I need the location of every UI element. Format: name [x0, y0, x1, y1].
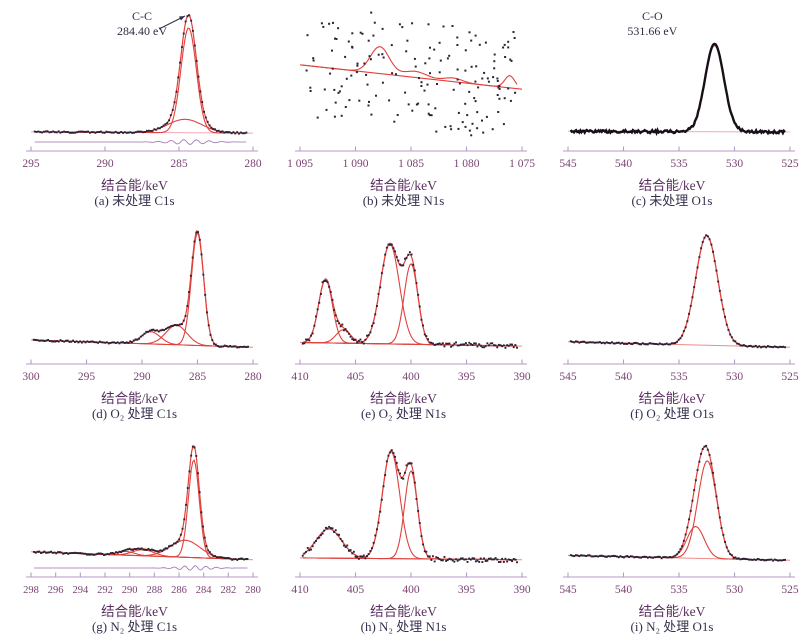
svg-text:280: 280 [244, 371, 262, 383]
svg-text:280: 280 [244, 158, 262, 170]
x-axis-label: 结合能/keV [101, 391, 168, 406]
plot-canvas-h: 410 405 400 395 390 [291, 449, 531, 596]
plot-canvas-b: 1 095 1 090 1 085 1 080 1 075 [287, 11, 535, 170]
x-axis-label: 结合能/keV [370, 604, 437, 619]
svg-text:535: 535 [670, 371, 688, 383]
svg-text:290: 290 [133, 371, 151, 383]
x-axis-label: 结合能/keV [638, 604, 706, 619]
svg-text:540: 540 [615, 371, 633, 383]
subplot-caption: (c) 未处理 O1s [631, 193, 713, 208]
subplot-i-n2-treated-o1s: 545 540 535 530 525 结合能/keV (i) N₂ 处理 O1s [538, 426, 806, 640]
x-axis-label: 结合能/keV [101, 178, 168, 193]
subplot-caption: (g) N₂ 处理 C1s [91, 619, 178, 634]
peak-annotation: 531.66 eV [627, 24, 677, 38]
svg-text:535: 535 [670, 584, 688, 596]
subplot-caption: (b) 未处理 N1s [362, 193, 445, 208]
svg-text:294: 294 [72, 585, 89, 596]
svg-text:545: 545 [559, 158, 577, 170]
plot-canvas-f: 545 540 535 530 525 [559, 234, 799, 383]
svg-text:1 095: 1 095 [287, 158, 313, 170]
svg-text:280: 280 [245, 585, 261, 596]
svg-text:295: 295 [22, 158, 40, 170]
svg-text:290: 290 [96, 158, 114, 170]
svg-text:285: 285 [170, 158, 188, 170]
svg-text:530: 530 [726, 158, 744, 170]
subplot-caption: (a) 未处理 C1s [94, 193, 175, 208]
svg-text:1 075: 1 075 [509, 158, 535, 170]
subplot-a-untreated-c1s: 295 290 285 280 C-C 284.40 eV 结合能/keV (a) 未处理… [0, 0, 269, 213]
svg-text:288: 288 [146, 585, 162, 596]
svg-text:525: 525 [781, 158, 799, 170]
svg-text:298: 298 [23, 585, 39, 596]
svg-text:290: 290 [121, 585, 137, 596]
svg-text:535: 535 [670, 158, 688, 170]
subplot-f-o2-treated-o1s: 545 540 535 530 525 结合能/keV (f) O₂ 处理 O1s [538, 213, 806, 426]
svg-text:530: 530 [726, 584, 744, 596]
subplot-caption: (e) O₂ 处理 N1s [360, 406, 447, 421]
svg-text:284: 284 [195, 585, 212, 596]
svg-text:295: 295 [77, 371, 95, 383]
svg-text:400: 400 [402, 584, 420, 596]
svg-text:525: 525 [781, 371, 799, 383]
svg-text:296: 296 [47, 585, 63, 596]
svg-text:282: 282 [220, 585, 236, 596]
peak-annotation: C-C [131, 9, 151, 23]
plot-canvas-i: 545 540 535 530 525 [559, 444, 799, 596]
svg-text:540: 540 [615, 584, 633, 596]
svg-text:410: 410 [291, 371, 309, 383]
subplot-b-untreated-n1s: 1 095 1 090 1 085 1 080 1 075 结合能/keV (b) 未处… [269, 0, 538, 213]
subplot-h-n2-treated-n1s: 410 405 400 395 390 结合能/keV (h) N₂ 处理 N1s [269, 426, 538, 640]
svg-text:545: 545 [559, 371, 577, 383]
x-axis-label: 结合能/keV [638, 178, 706, 193]
peak-annotation: 284.40 eV [117, 24, 167, 38]
svg-text:390: 390 [513, 584, 531, 596]
x-axis-label: 结合能/keV [370, 391, 437, 406]
subplot-caption: (i) N₂ 处理 O1s [630, 619, 714, 634]
subplot-e-o2-treated-n1s: 410 405 400 395 390 结合能/keV (e) O₂ 处理 N1s [269, 213, 538, 426]
svg-text:400: 400 [402, 371, 420, 383]
svg-text:285: 285 [188, 371, 206, 383]
svg-text:405: 405 [346, 371, 364, 383]
x-axis-label: 结合能/keV [638, 391, 706, 406]
subplot-d-o2-treated-c1s: 300 295 290 285 280 结合能/keV (d) O₂ 处理 C1s [0, 213, 269, 426]
svg-text:1 085: 1 085 [398, 158, 424, 170]
svg-text:410: 410 [291, 584, 309, 596]
svg-text:405: 405 [346, 584, 364, 596]
svg-text:390: 390 [513, 371, 531, 383]
svg-text:525: 525 [781, 584, 799, 596]
plot-canvas-g: 298 296 294 292 290 288 286 284 282 280 [23, 445, 261, 596]
svg-text:300: 300 [22, 371, 40, 383]
subplot-g-n2-treated-c1s: 298 296 294 292 290 288 286 284 282 280 结合能/keV (… [0, 426, 269, 640]
svg-text:395: 395 [457, 371, 475, 383]
subplot-c-untreated-o1s: 545 540 535 530 525 C-O 531.66 eV 结合能/keV (c) … [538, 0, 806, 213]
svg-text:540: 540 [615, 158, 633, 170]
plot-canvas-d: 300 295 290 285 280 [22, 230, 262, 383]
subplot-caption: (d) O₂ 处理 C1s [91, 406, 178, 421]
subplot-caption: (h) N₂ 处理 N1s [360, 619, 447, 634]
x-axis-label: 结合能/keV [101, 604, 168, 619]
svg-text:545: 545 [559, 584, 577, 596]
svg-text:395: 395 [457, 584, 475, 596]
svg-text:292: 292 [97, 585, 113, 596]
svg-text:530: 530 [726, 371, 744, 383]
subplot-caption: (f) O₂ 处理 O1s [630, 406, 714, 421]
svg-text:286: 286 [171, 585, 187, 596]
peak-annotation: C-O [642, 9, 663, 23]
plot-canvas-e: 410 405 400 395 390 [291, 242, 531, 383]
svg-text:1 090: 1 090 [342, 158, 368, 170]
x-axis-label: 结合能/keV [370, 178, 437, 193]
svg-text:1 080: 1 080 [453, 158, 479, 170]
